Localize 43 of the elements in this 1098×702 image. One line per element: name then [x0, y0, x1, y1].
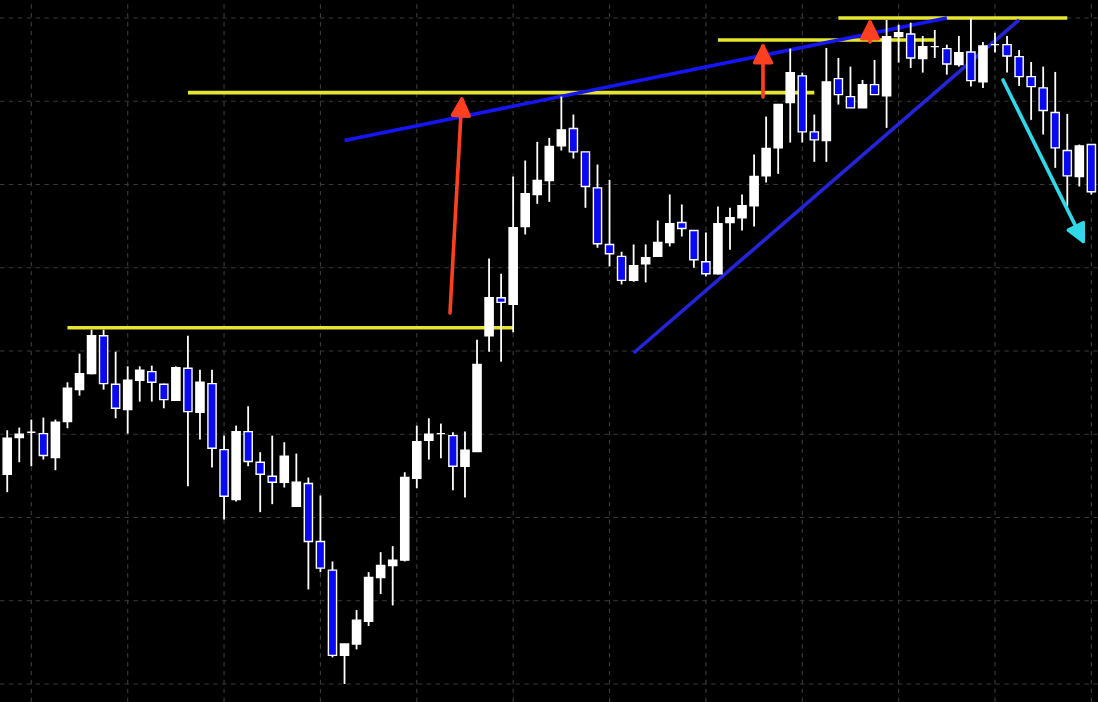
candlestick [387, 545, 398, 607]
candlestick [893, 23, 904, 64]
candlestick [917, 35, 928, 74]
candlestick [375, 551, 386, 596]
candlestick [339, 643, 350, 685]
candlestick [74, 352, 85, 397]
candlestick [725, 206, 735, 251]
candlestick [532, 140, 543, 205]
candlestick [640, 243, 651, 284]
candlestick [159, 382, 169, 410]
candlestick [460, 430, 470, 499]
candlestick [652, 219, 663, 258]
candlestick [556, 95, 567, 152]
candlestick [701, 231, 711, 278]
candlestick [568, 113, 579, 160]
candlestick [38, 416, 49, 461]
candlestick [1014, 49, 1024, 87]
candlestick [664, 193, 675, 248]
candlestick [134, 365, 145, 403]
candlestick [833, 57, 844, 106]
candlestick [351, 609, 362, 651]
candlestick [737, 193, 747, 232]
candlestick [255, 451, 265, 514]
candlestick [845, 65, 856, 109]
candlestick [1038, 65, 1048, 136]
candlestick [267, 434, 278, 506]
candlestick [677, 203, 687, 238]
candlestick [496, 272, 506, 363]
candlestick [424, 417, 434, 461]
candlestick [291, 452, 302, 508]
candlestick [616, 250, 627, 286]
candlestick [954, 35, 964, 68]
candlestick [628, 243, 639, 283]
candlestick [146, 364, 157, 403]
candlestick [110, 350, 121, 420]
candlestick [14, 426, 25, 464]
candlestick [1026, 61, 1036, 121]
candlestick [942, 43, 952, 76]
candlestick [857, 79, 868, 109]
candlestick [905, 21, 916, 69]
candlestick [869, 59, 880, 96]
candlestick [809, 113, 820, 163]
candlestick [1002, 35, 1012, 74]
